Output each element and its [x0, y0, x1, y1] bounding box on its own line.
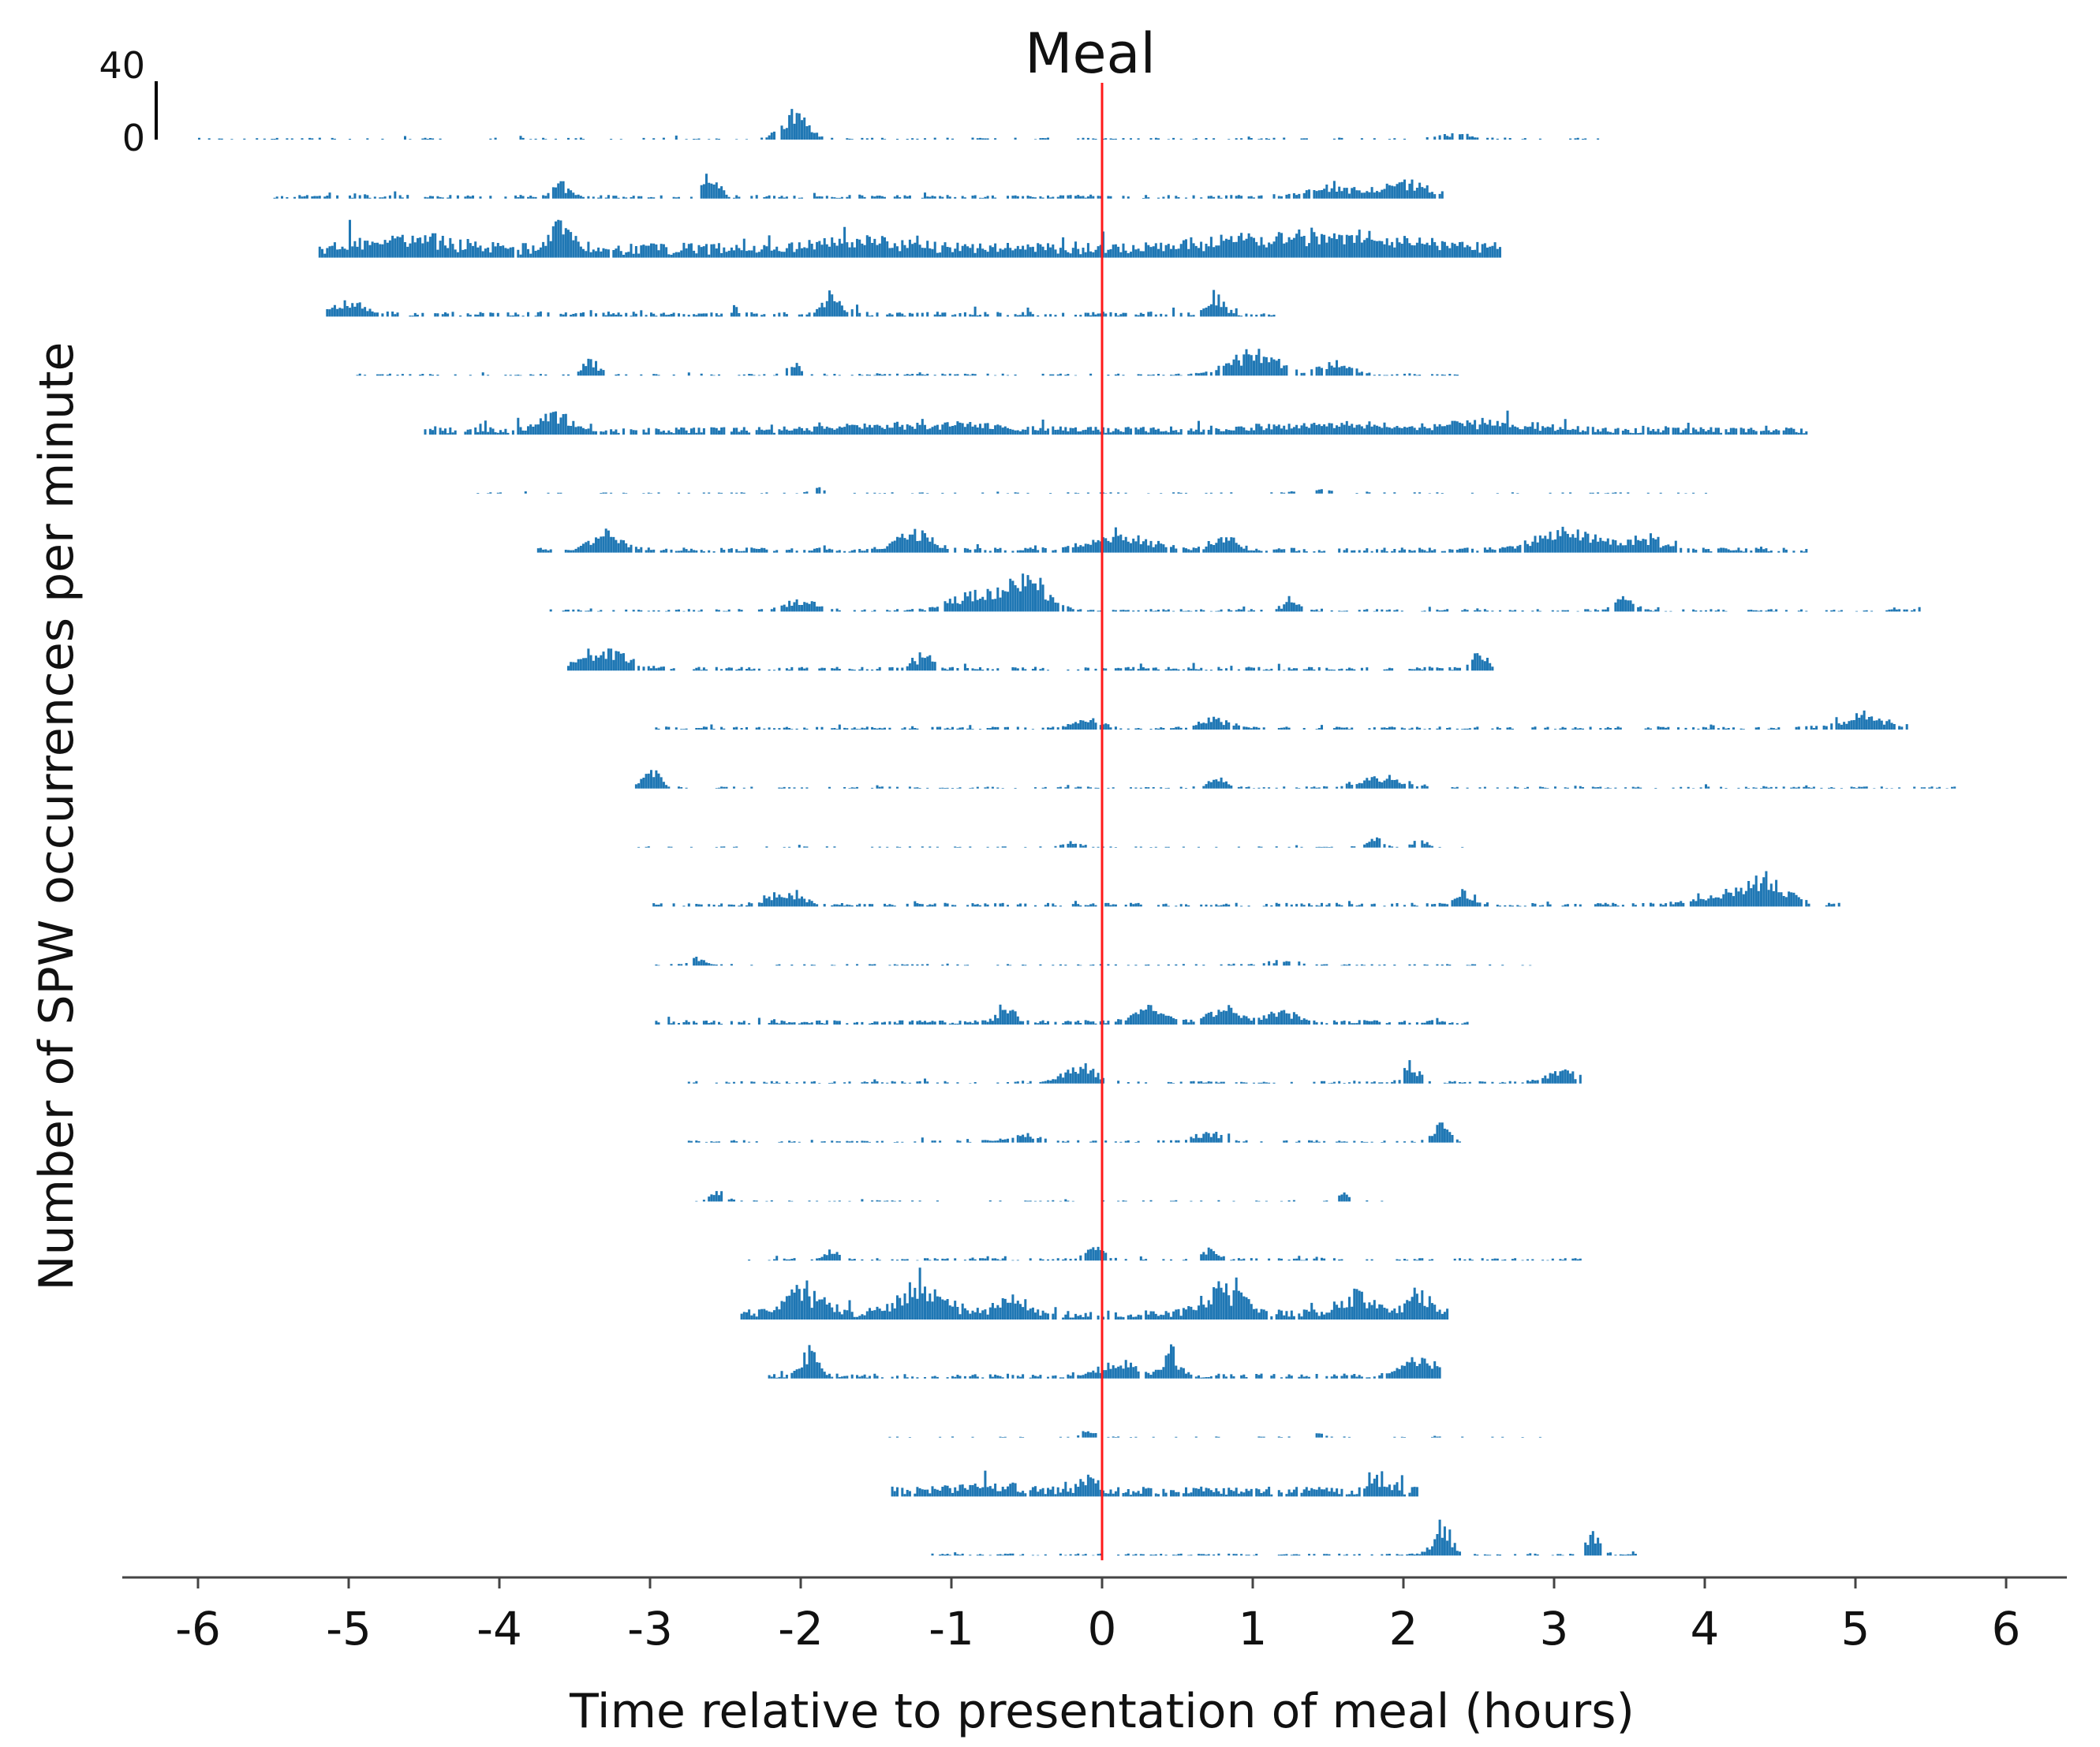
- x-tick-label: 2: [1389, 1602, 1418, 1656]
- x-tick-label: 0: [1088, 1602, 1117, 1656]
- session-bars: [198, 109, 1600, 140]
- x-tick-label: -1: [929, 1602, 974, 1656]
- session-bars: [356, 349, 1459, 376]
- x-axis: -6 -5 -4 -3 -2 -1 0 1 2 3 4 5 6: [122, 1576, 2067, 1656]
- session-row: [891, 1470, 1418, 1497]
- x-tick-label: -2: [778, 1602, 824, 1656]
- session-bars: [326, 289, 1276, 317]
- session-row: [655, 710, 1908, 730]
- x-tick-label: 5: [1841, 1602, 1870, 1656]
- x-tick-label: -3: [627, 1602, 673, 1656]
- session-row: [567, 648, 1494, 671]
- session-bars: [567, 648, 1494, 671]
- session-row: [740, 1267, 1449, 1320]
- session-bars: [634, 770, 1956, 789]
- session-row: [687, 1122, 1462, 1143]
- session-bars: [740, 1267, 1449, 1320]
- scale-bar-max-label: 40: [99, 44, 145, 87]
- x-tick-label: 6: [1992, 1602, 2021, 1656]
- session-row: [536, 526, 1808, 553]
- session-row: [634, 770, 1956, 789]
- session-bars: [273, 174, 1444, 199]
- x-tick-label: -4: [476, 1602, 522, 1656]
- session-row: [652, 871, 1840, 907]
- session-bars: [655, 1004, 1469, 1025]
- session-bars: [424, 410, 1808, 435]
- session-bars: [768, 1344, 1441, 1379]
- session-row: [273, 174, 1444, 199]
- session-bars: [655, 957, 1532, 966]
- session-row: [318, 219, 1502, 258]
- session-row: [198, 109, 1600, 140]
- session-bars: [891, 1470, 1418, 1497]
- session-bars: [536, 526, 1808, 553]
- session-bars: [687, 1122, 1462, 1143]
- meal-label: Meal: [1025, 21, 1156, 86]
- scale-bar: 40 0: [99, 44, 158, 159]
- session-row: [695, 1191, 1384, 1202]
- session-row: [356, 349, 1459, 376]
- session-bars: [931, 1519, 1637, 1556]
- session-row: [931, 1519, 1637, 1556]
- session-row: [637, 837, 1464, 848]
- session-row: [549, 573, 1921, 612]
- scale-bar-min-label: 0: [122, 117, 145, 159]
- x-tick-label: 3: [1540, 1602, 1569, 1656]
- session-row: [326, 289, 1276, 317]
- session-row: [424, 410, 1808, 435]
- session-row: [748, 1246, 1582, 1261]
- session-bars: [318, 219, 1502, 258]
- session-row: [687, 1060, 1582, 1084]
- y-axis-title: Number of SPW occurrences per minute: [29, 342, 84, 1291]
- session-row: [655, 1004, 1469, 1025]
- session-row: [768, 1344, 1441, 1379]
- session-row: [888, 1431, 1541, 1438]
- x-axis-title: Time relative to presentation of meal (h…: [569, 1684, 1635, 1739]
- session-row: [655, 957, 1532, 966]
- session-rows: [198, 109, 1956, 1556]
- session-bars: [637, 837, 1464, 848]
- session-bars: [888, 1431, 1541, 1438]
- x-tick-label: 1: [1239, 1602, 1268, 1656]
- session-bars: [652, 871, 1840, 907]
- x-tick-label: 4: [1691, 1602, 1720, 1656]
- x-tick-label: -5: [326, 1602, 372, 1656]
- session-bars: [476, 487, 1708, 494]
- x-ticks: -6 -5 -4 -3 -2 -1 0 1 2 3 4 5 6: [175, 1577, 2020, 1656]
- session-bars: [748, 1246, 1582, 1261]
- session-bars: [695, 1191, 1384, 1202]
- x-tick-label: -6: [175, 1602, 221, 1656]
- session-bars: [655, 710, 1908, 730]
- session-bars: [687, 1060, 1582, 1084]
- session-row: [476, 487, 1708, 494]
- session-bars: [549, 573, 1921, 612]
